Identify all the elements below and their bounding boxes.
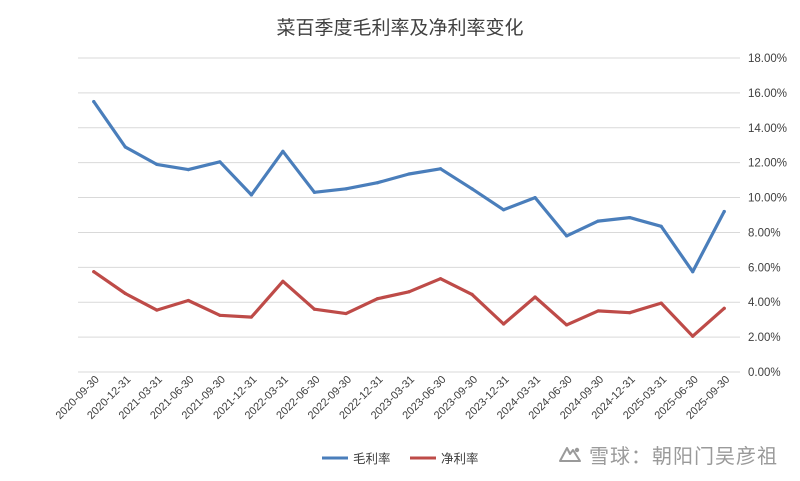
data-point <box>659 301 663 305</box>
data-point <box>628 311 632 315</box>
data-point <box>533 295 537 299</box>
y-tick-label: 8.00% <box>748 227 781 239</box>
watermark: 雪球：朝阳门吴彦祖 <box>557 440 778 469</box>
data-point <box>123 145 127 149</box>
data-point <box>123 291 127 296</box>
data-point <box>155 308 159 312</box>
watermark-text: 雪球：朝阳门吴彦祖 <box>589 444 778 468</box>
y-tick-label: 6.00% <box>748 262 781 274</box>
legend: 毛利率 净利率 <box>322 451 479 466</box>
data-point <box>218 313 222 317</box>
legend-label-gross-margin: 毛利率 <box>353 451 391 466</box>
y-tick-label: 0.00% <box>748 367 781 379</box>
data-point <box>722 306 726 310</box>
legend-label-net-margin: 净利率 <box>441 451 479 466</box>
data-point <box>312 190 317 194</box>
data-point <box>344 311 348 316</box>
y-tick-label: 14.00% <box>748 123 787 135</box>
data-point <box>186 168 190 172</box>
series-lines <box>92 99 726 338</box>
data-point <box>691 334 695 338</box>
data-point <box>659 224 663 228</box>
series-line-net-margin <box>92 270 726 338</box>
data-point <box>249 315 253 319</box>
snowball-logo-icon <box>559 446 581 462</box>
y-tick-label: 2.00% <box>748 332 781 344</box>
chart-title: 菜百季度毛利率及净利率变化 <box>276 17 523 39</box>
data-point <box>375 297 380 301</box>
data-point <box>438 277 443 281</box>
data-point <box>281 279 285 283</box>
y-axis: 0.00% 2.00% 4.00% 6.00% 8.00% 10.00% 12.00% 14.… <box>748 53 787 379</box>
data-point <box>565 323 569 327</box>
data-point <box>501 208 506 212</box>
data-point <box>312 307 317 311</box>
data-point <box>92 270 96 274</box>
data-point <box>596 219 600 223</box>
data-point <box>628 216 632 220</box>
data-point <box>470 187 474 191</box>
gridlines <box>78 57 740 373</box>
data-point <box>438 167 443 171</box>
data-point <box>501 322 506 326</box>
data-point <box>722 209 726 214</box>
data-point <box>218 160 222 164</box>
data-point <box>249 193 253 197</box>
y-tick-label: 10.00% <box>748 193 787 205</box>
data-point <box>375 181 380 185</box>
y-tick-label: 4.00% <box>748 297 781 309</box>
y-tick-label: 16.00% <box>748 88 787 100</box>
data-point <box>186 298 190 303</box>
data-point <box>470 292 474 296</box>
data-point <box>92 100 96 104</box>
data-point <box>407 290 411 294</box>
data-point <box>155 162 159 167</box>
series-line-gross-margin <box>92 99 726 274</box>
data-point <box>281 149 285 153</box>
data-point <box>344 187 348 191</box>
data-point <box>407 172 411 176</box>
data-point <box>533 195 537 200</box>
data-point <box>691 270 695 274</box>
x-axis: 2020-09-302020-12-312021-03-312021-06-30… <box>54 371 740 422</box>
data-point <box>565 234 569 238</box>
data-point <box>596 309 600 313</box>
y-tick-label: 12.00% <box>748 158 787 170</box>
y-tick-label: 18.00% <box>748 53 787 65</box>
